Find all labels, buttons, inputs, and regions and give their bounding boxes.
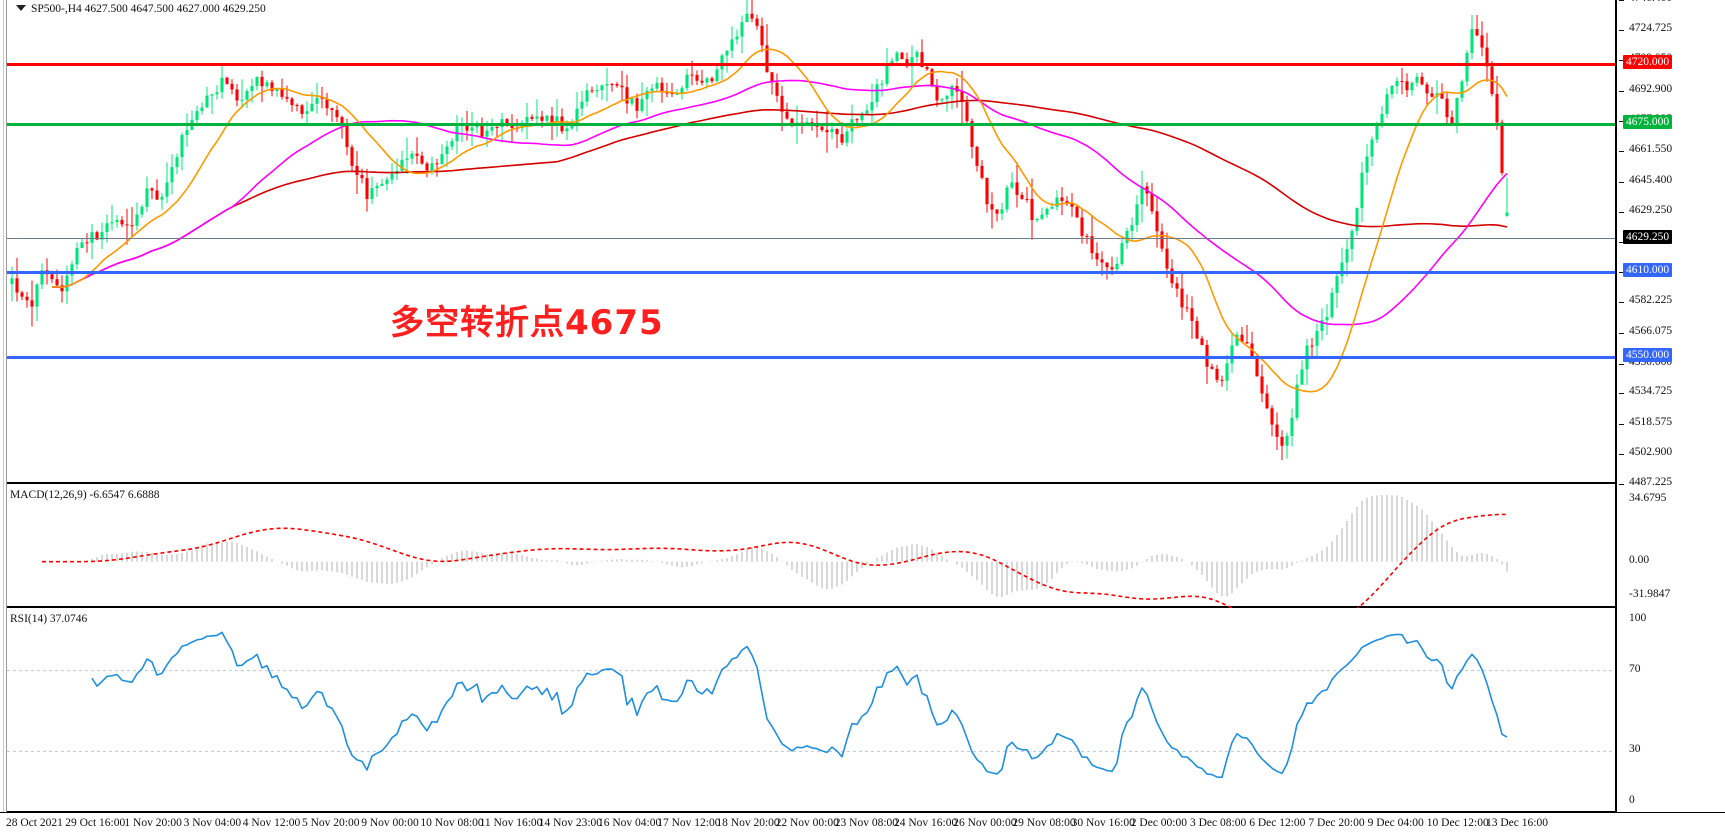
price-axis-tick <box>1619 393 1624 394</box>
chevron-down-icon[interactable] <box>16 5 26 12</box>
price-axis-label: 4534.725 <box>1629 385 1673 397</box>
time-axis-tick-label: 30 Nov 16:00 <box>1071 817 1135 829</box>
price-axis-label: 4661.550 <box>1629 143 1673 155</box>
time-axis-tick-label: 29 Oct 16:00 <box>65 817 126 829</box>
price-axis-tick <box>1619 151 1624 152</box>
macd-histogram <box>81 494 1508 598</box>
price-axis-tick <box>1619 0 1624 1</box>
price-level-tag[interactable]: 4675.000 <box>1623 115 1673 129</box>
moving-average-series <box>51 48 1508 393</box>
time-axis-tick-label: 4 Nov 12:00 <box>242 817 301 829</box>
price-axis-tick <box>1619 272 1624 273</box>
time-axis-tick-label: 18 Nov 20:00 <box>716 817 780 829</box>
price-axis-label: 4487.225 <box>1629 476 1673 488</box>
macd-axis-label: 34.6795 <box>1629 492 1667 504</box>
price-axis-label: 4566.075 <box>1629 325 1673 337</box>
rsi-line <box>91 631 1508 779</box>
time-axis-tick-label: 10 Dec 12:00 <box>1426 817 1489 829</box>
time-axis-tick-label: 9 Dec 04:00 <box>1367 817 1424 829</box>
price-axis-label: 4518.575 <box>1629 416 1673 428</box>
time-axis-tick-label: 16 Nov 04:00 <box>598 817 662 829</box>
rsi-axis-label: 100 <box>1629 612 1647 624</box>
time-axis-tick-label: 10 Nov 08:00 <box>420 817 484 829</box>
time-axis-tick-label: 9 Nov 00:00 <box>361 817 419 829</box>
time-axis-tick-label: 17 Nov 12:00 <box>657 817 721 829</box>
symbol-header[interactable]: SP500-,H4 4627.500 4647.500 4627.000 462… <box>16 3 266 15</box>
price-axis-tick <box>1619 364 1624 365</box>
rsi-plot <box>7 631 1615 779</box>
price-axis-tick <box>1619 454 1624 455</box>
price-axis-tick <box>1619 484 1624 485</box>
rsi-axis-label: 70 <box>1629 663 1641 675</box>
time-axis[interactable]: 28 Oct 2021 29 Oct 16:00 1 Nov 20:00 3 Nov … <box>0 812 1725 840</box>
price-axis-tick <box>1619 242 1624 243</box>
left-scale-rail <box>0 0 7 812</box>
price-level-line[interactable] <box>7 356 1615 359</box>
price-level-line[interactable] <box>7 238 1615 239</box>
symbol-ohlc-label: SP500-,H4 4627.500 4647.500 4627.000 462… <box>31 3 266 15</box>
time-axis-tick-label: 5 Nov 20:00 <box>302 817 360 829</box>
price-level-tag[interactable]: 4629.250 <box>1623 230 1673 244</box>
macd-header-label: MACD(12,26,9) -6.6547 6.6888 <box>10 489 160 501</box>
price-axis-tick <box>1619 121 1624 122</box>
time-axis-tick-label: 11 Nov 16:00 <box>479 817 543 829</box>
time-axis-tick-label: 1 Nov 20:00 <box>124 817 182 829</box>
price-axis-label: 4740.400 <box>1629 0 1672 4</box>
price-axis-label: 4502.900 <box>1629 446 1673 458</box>
time-axis-tick-label: 28 Oct 2021 <box>6 817 63 829</box>
time-axis-tick-label: 23 Nov 08:00 <box>834 817 899 829</box>
price-level-line[interactable] <box>7 271 1615 274</box>
time-axis-tick-label: 3 Dec 08:00 <box>1190 817 1247 829</box>
price-axis-tick <box>1619 60 1624 61</box>
price-level-line[interactable] <box>7 63 1615 66</box>
price-axis-label: 4645.400 <box>1629 174 1673 186</box>
price-level-tag[interactable]: 4550.000 <box>1623 348 1673 362</box>
price-axis-label: 4692.900 <box>1629 83 1673 95</box>
price-axis-label: 4724.725 <box>1629 22 1673 34</box>
time-axis-tick-label: 3 Nov 04:00 <box>183 817 242 829</box>
price-axis-tick <box>1619 182 1624 183</box>
macd-signal-line <box>42 513 1508 608</box>
time-axis-tick-label: 14 Nov 23:00 <box>538 817 603 829</box>
time-axis-tick-label: 22 Nov 00:00 <box>775 817 839 829</box>
price-axis-tick <box>1619 424 1624 425</box>
price-level-tag[interactable]: 4720.000 <box>1623 55 1673 69</box>
candlestick-series <box>10 0 1509 460</box>
time-axis-tick-label: 26 Nov 00:00 <box>953 817 1017 829</box>
price-level-tag[interactable]: 4610.000 <box>1623 263 1673 277</box>
macd-axis-label: -31.9847 <box>1629 588 1671 600</box>
macd-axis-label: 0.00 <box>1629 554 1650 566</box>
macd-plot <box>42 494 1508 608</box>
time-axis-tick-label: 2 Dec 00:00 <box>1130 817 1188 829</box>
time-axis-tick-label: 29 Nov 08:00 <box>1012 817 1076 829</box>
time-axis-tick-label: 6 Dec 12:00 <box>1249 817 1306 829</box>
price-level-line[interactable] <box>7 123 1615 126</box>
rsi-axis-label: 0 <box>1629 794 1635 806</box>
time-axis-tick-label: 7 Dec 20:00 <box>1308 817 1365 829</box>
price-plot <box>10 0 1509 460</box>
price-axis-label: 4582.225 <box>1629 294 1673 306</box>
time-axis-tick-label: 24 Nov 16:00 <box>894 817 958 829</box>
price-axis-tick <box>1619 333 1624 334</box>
rsi-axis-label: 30 <box>1629 743 1641 755</box>
price-axis[interactable]: 4740.4004724.7254709.0504692.9004677.225… <box>1615 0 1725 812</box>
macd-pane[interactable] <box>7 486 1615 608</box>
price-axis-tick <box>1619 302 1624 303</box>
price-axis-tick <box>1619 30 1624 31</box>
time-axis-tick-label: 13 Dec 16:00 <box>1486 817 1548 829</box>
price-axis-label: 4629.250 <box>1629 204 1673 216</box>
price-pane[interactable] <box>7 0 1615 484</box>
rsi-header-label: RSI(14) 37.0746 <box>10 613 88 625</box>
annotation-text: 多空转折点4675 <box>390 303 664 343</box>
rsi-pane[interactable] <box>7 610 1615 812</box>
price-axis-tick <box>1619 212 1624 213</box>
price-axis-tick <box>1619 91 1624 92</box>
